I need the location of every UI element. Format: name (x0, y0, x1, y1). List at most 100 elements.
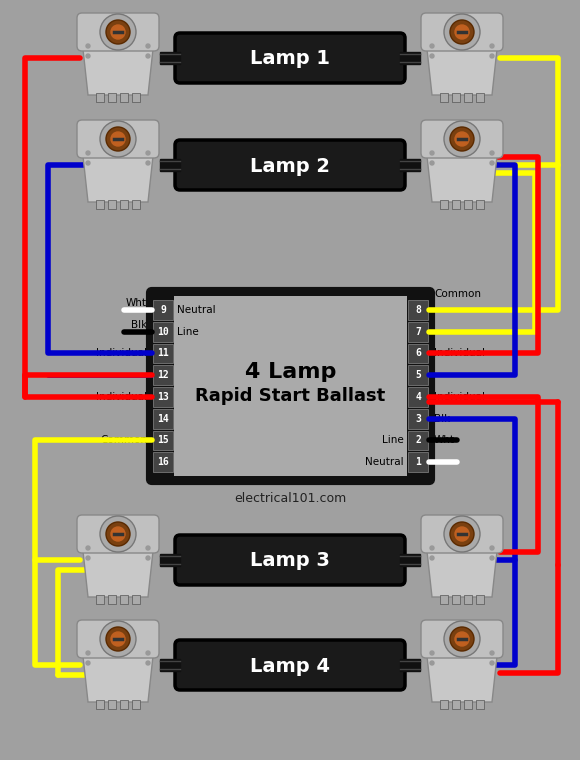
Circle shape (455, 632, 469, 646)
FancyBboxPatch shape (421, 13, 503, 51)
Text: Individual: Individual (434, 392, 485, 402)
Polygon shape (426, 542, 498, 597)
Bar (153, 430, 173, 450)
FancyBboxPatch shape (421, 120, 503, 158)
FancyBboxPatch shape (77, 13, 159, 51)
Text: Lamp 1: Lamp 1 (250, 49, 330, 68)
Bar (120, 200, 128, 209)
Bar (108, 93, 116, 102)
Circle shape (106, 627, 130, 651)
Text: 2: 2 (415, 435, 421, 445)
Circle shape (86, 556, 90, 560)
Bar (452, 700, 460, 709)
Circle shape (430, 546, 434, 550)
Polygon shape (426, 647, 498, 702)
Circle shape (146, 151, 150, 155)
Bar (408, 409, 428, 429)
Text: Lamp 3: Lamp 3 (250, 552, 330, 571)
Text: Wht: Wht (126, 298, 147, 308)
Bar (408, 300, 428, 320)
Polygon shape (82, 542, 154, 597)
FancyBboxPatch shape (175, 33, 405, 83)
Circle shape (430, 556, 434, 560)
Text: Neutral: Neutral (365, 457, 404, 467)
Circle shape (490, 54, 494, 58)
Circle shape (146, 54, 150, 58)
Bar (96, 93, 104, 102)
Circle shape (146, 651, 150, 655)
Bar (108, 200, 116, 209)
Text: Neutral: Neutral (177, 305, 216, 315)
Bar (408, 366, 428, 385)
Bar (160, 554, 180, 566)
FancyBboxPatch shape (175, 140, 405, 190)
Bar (96, 700, 104, 709)
Circle shape (430, 54, 434, 58)
Text: Individual: Individual (96, 348, 147, 359)
Text: 14: 14 (157, 413, 169, 423)
Bar (408, 387, 428, 407)
Circle shape (111, 527, 125, 541)
Bar (476, 200, 484, 209)
Circle shape (430, 44, 434, 48)
Circle shape (86, 661, 90, 665)
Bar (476, 93, 484, 102)
Circle shape (450, 522, 474, 546)
Text: 1: 1 (415, 457, 421, 467)
Bar (408, 430, 428, 450)
Polygon shape (82, 40, 154, 95)
Text: Blk: Blk (130, 320, 147, 330)
Text: 9: 9 (160, 305, 166, 315)
Text: Blk: Blk (434, 413, 450, 423)
Circle shape (146, 661, 150, 665)
FancyBboxPatch shape (77, 620, 159, 658)
Circle shape (450, 127, 474, 151)
Circle shape (490, 44, 494, 48)
Bar (153, 409, 173, 429)
Bar (160, 659, 180, 671)
Bar (464, 700, 472, 709)
Circle shape (455, 132, 469, 146)
Bar (132, 93, 140, 102)
Circle shape (450, 20, 474, 44)
Text: 6: 6 (415, 348, 421, 359)
Bar (464, 595, 472, 604)
Bar (452, 93, 460, 102)
Polygon shape (82, 147, 154, 202)
Bar (452, 595, 460, 604)
Circle shape (444, 516, 480, 552)
Circle shape (146, 556, 150, 560)
Circle shape (100, 621, 136, 657)
Text: Lamp 2: Lamp 2 (250, 157, 330, 176)
Circle shape (444, 121, 480, 157)
Circle shape (111, 25, 125, 39)
Circle shape (450, 627, 474, 651)
Bar (464, 200, 472, 209)
Circle shape (111, 632, 125, 646)
Bar (408, 452, 428, 472)
Text: Common: Common (434, 289, 481, 299)
Circle shape (490, 161, 494, 165)
Circle shape (86, 546, 90, 550)
Bar (452, 200, 460, 209)
Bar (400, 554, 420, 566)
Circle shape (430, 151, 434, 155)
Circle shape (106, 127, 130, 151)
Text: 13: 13 (157, 392, 169, 402)
Bar (132, 595, 140, 604)
FancyBboxPatch shape (421, 515, 503, 553)
Circle shape (100, 14, 136, 50)
Bar (400, 52, 420, 64)
Bar (440, 200, 448, 209)
Circle shape (490, 546, 494, 550)
Text: Individual: Individual (434, 348, 485, 359)
Text: 4 Lamp: 4 Lamp (245, 362, 336, 382)
Bar (153, 344, 173, 363)
Circle shape (146, 161, 150, 165)
Bar (160, 159, 180, 171)
FancyBboxPatch shape (77, 515, 159, 553)
FancyBboxPatch shape (77, 120, 159, 158)
Text: 15: 15 (157, 435, 169, 445)
Bar (476, 595, 484, 604)
Circle shape (146, 44, 150, 48)
